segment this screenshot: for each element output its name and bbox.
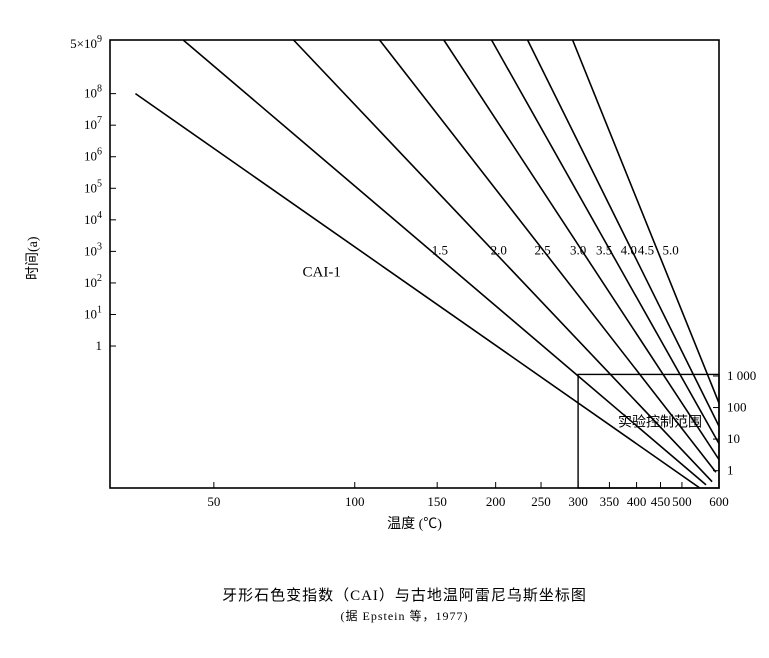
- svg-text:400: 400: [627, 494, 647, 509]
- svg-text:100: 100: [727, 400, 747, 415]
- svg-text:300: 300: [568, 494, 588, 509]
- chart-caption: 牙形石色变指数（CAI）与古地温阿雷尼乌斯坐标图: [20, 584, 769, 605]
- svg-text:实验控制范围: 实验控制范围: [618, 413, 702, 430]
- chart-container: 时间(a) 时间/h 50100150200250300350400450500…: [20, 20, 769, 638]
- svg-text:2.5: 2.5: [535, 243, 551, 258]
- svg-text:10: 10: [727, 431, 740, 446]
- svg-text:CAI-1: CAI-1: [303, 265, 341, 281]
- svg-text:温度 (℃): 温度 (℃): [387, 516, 442, 532]
- svg-text:1: 1: [96, 338, 103, 353]
- svg-text:4.5: 4.5: [638, 243, 654, 258]
- svg-text:5.0: 5.0: [663, 243, 679, 258]
- svg-text:450: 450: [651, 494, 671, 509]
- svg-text:50: 50: [207, 494, 220, 509]
- svg-text:600: 600: [709, 494, 729, 509]
- svg-text:102: 102: [84, 273, 102, 290]
- svg-text:3.0: 3.0: [570, 243, 586, 258]
- svg-text:2.0: 2.0: [491, 243, 507, 258]
- svg-text:1.5: 1.5: [432, 243, 448, 258]
- svg-text:106: 106: [84, 147, 102, 164]
- svg-text:200: 200: [486, 494, 506, 509]
- svg-text:105: 105: [84, 178, 102, 195]
- svg-text:108: 108: [84, 84, 102, 101]
- svg-text:4.0: 4.0: [621, 243, 637, 258]
- svg-text:250: 250: [531, 494, 551, 509]
- svg-text:350: 350: [600, 494, 620, 509]
- chart-subcaption: (据 Epstein 等，1977): [20, 607, 769, 624]
- svg-text:107: 107: [84, 115, 102, 132]
- arrhenius-chart: 50 100 150 200 250 300 350 400 450500 600 温度 (℃) 1 1…: [20, 20, 769, 578]
- svg-text:103: 103: [84, 241, 102, 258]
- svg-text:104: 104: [84, 210, 102, 227]
- svg-text:150: 150: [427, 494, 447, 509]
- svg-text:500: 500: [672, 494, 692, 509]
- svg-text:100: 100: [345, 494, 365, 509]
- svg-text:101: 101: [84, 304, 102, 321]
- svg-text:1: 1: [727, 463, 734, 478]
- y-left-axis-label: 时间(a): [22, 236, 42, 280]
- svg-text:3.5: 3.5: [596, 243, 612, 258]
- svg-text:1 000: 1 000: [727, 368, 756, 383]
- svg-text:5×109: 5×109: [70, 34, 102, 51]
